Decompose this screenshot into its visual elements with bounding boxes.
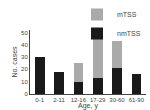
- svg-text:17-29: 17-29: [90, 97, 106, 103]
- svg-text:30: 30: [21, 54, 28, 60]
- svg-text:20: 20: [21, 66, 28, 72]
- svg-text:61-90: 61-90: [129, 97, 145, 103]
- svg-text:0: 0: [24, 91, 28, 97]
- svg-text:2-11: 2-11: [53, 97, 65, 103]
- svg-text:40: 40: [21, 42, 28, 48]
- svg-text:Age, y: Age, y: [78, 102, 98, 110]
- svg-text:nmTSS: nmTSS: [117, 30, 141, 37]
- svg-text:mTSS: mTSS: [117, 11, 137, 18]
- svg-text:30-60: 30-60: [109, 97, 125, 103]
- svg-text:50: 50: [21, 30, 28, 36]
- svg-text:No. cases: No. cases: [11, 46, 18, 78]
- svg-text:12-16: 12-16: [71, 97, 87, 103]
- svg-text:10: 10: [21, 79, 28, 85]
- svg-text:0-1: 0-1: [35, 97, 44, 103]
